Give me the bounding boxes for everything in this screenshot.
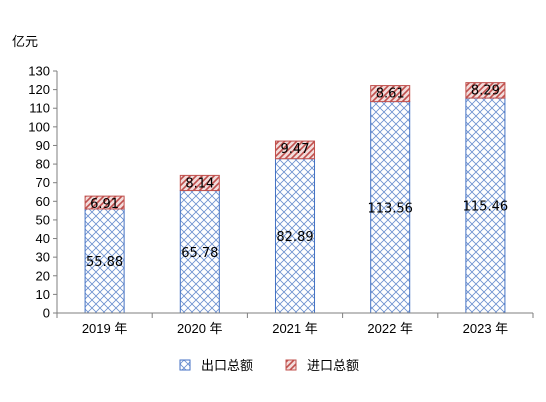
legend-swatch-import [285,359,297,371]
data-label-export: 55.88 [86,255,123,270]
legend-label-import: 进口总额 [307,359,359,374]
data-label-export: 65.78 [181,246,218,261]
legend-label-export: 出口总额 [201,359,253,374]
data-label-import: 8.61 [376,87,405,102]
data-label-import: 6.91 [90,197,119,212]
y-tick-label: 40 [36,231,50,246]
bars-group: 55.88 6.91 65.78 8.14 82.89 9.47 113.56 8.61 115… [84,82,509,314]
y-tick-label: 30 [36,250,50,265]
y-tick-label: 60 [36,194,50,209]
x-axis: 2019 年 2020 年 2021 年 2022 年 2023 年 [56,312,534,336]
y-axis-unit-label: 亿元 [12,35,38,50]
data-label-export: 115.46 [463,200,509,215]
x-category-label: 2023 年 [463,321,509,336]
data-label-import: 8.14 [185,176,214,191]
y-tick-label: 20 [36,268,50,283]
y-tick-label: 70 [36,175,50,190]
y-tick-label: 110 [29,101,50,116]
y-tick-label: 120 [28,82,50,97]
bar-import [465,82,506,99]
y-tick-label: 100 [28,119,50,134]
bar-export [465,97,506,314]
x-category-label: 2019 年 [82,321,128,336]
y-axis: 0 10 20 30 40 50 60 70 80 90 100 110 120 130 [28,64,58,321]
y-tick-label: 0 [43,306,50,321]
y-tick-label: 50 [36,212,50,227]
legend-swatch-export [179,359,191,371]
x-category-label: 2022 年 [367,321,413,336]
bar-import [84,195,125,210]
data-label-import: 9.47 [281,142,310,157]
bar-import [370,85,411,103]
bar-import [179,174,220,192]
y-tick-label: 130 [28,64,50,79]
bar-export [84,208,125,314]
data-label-export: 82.89 [276,230,313,245]
x-category-label: 2020 年 [177,321,223,336]
legend: 出口总额 进口总额 [179,359,359,374]
y-tick-label: 80 [36,157,50,172]
data-label-export: 113.56 [367,201,413,216]
bar-import [274,140,316,160]
y-tick-label: 10 [36,287,50,302]
x-category-label: 2021 年 [272,321,318,336]
data-label-import: 8.29 [471,84,500,99]
y-tick-label: 90 [36,138,50,153]
